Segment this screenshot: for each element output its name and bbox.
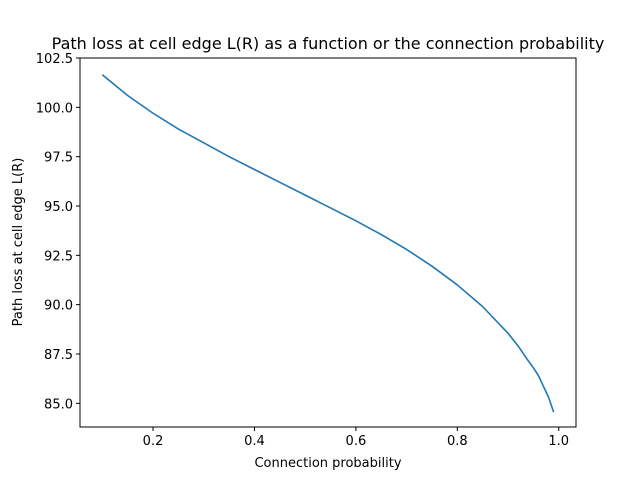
plot-area bbox=[101, 74, 555, 413]
y-axis: 85.0 87.5 90.0 92.5 95.0 97.5 100.0 102.5 bbox=[36, 52, 80, 412]
y-axis-label: Path loss at cell edge L(R) bbox=[11, 158, 26, 327]
y-tick-label: 102.5 bbox=[36, 52, 73, 67]
x-axis-label: Connection probability bbox=[254, 456, 401, 471]
y-tick-label: 95.0 bbox=[44, 200, 73, 215]
x-axis: 0.2 0.4 0.6 0.8 1.0 bbox=[143, 427, 569, 449]
x-tick-label: 1.0 bbox=[548, 434, 569, 449]
y-tick-label: 92.5 bbox=[44, 249, 73, 264]
plot-frame bbox=[79, 57, 577, 428]
x-tick-label: 0.6 bbox=[346, 434, 367, 449]
chart-title: Path loss at cell edge L(R) as a functio… bbox=[52, 34, 605, 53]
y-tick-label: 87.5 bbox=[44, 348, 73, 363]
y-tick-label: 85.0 bbox=[44, 397, 73, 412]
series-line bbox=[101, 74, 555, 413]
x-tick-label: 0.2 bbox=[143, 434, 164, 449]
y-tick-label: 90.0 bbox=[44, 299, 73, 314]
x-tick-label: 0.4 bbox=[244, 434, 265, 449]
y-tick-label: 97.5 bbox=[44, 151, 73, 166]
y-tick-label: 100.0 bbox=[36, 101, 73, 116]
x-tick-label: 0.8 bbox=[447, 434, 468, 449]
